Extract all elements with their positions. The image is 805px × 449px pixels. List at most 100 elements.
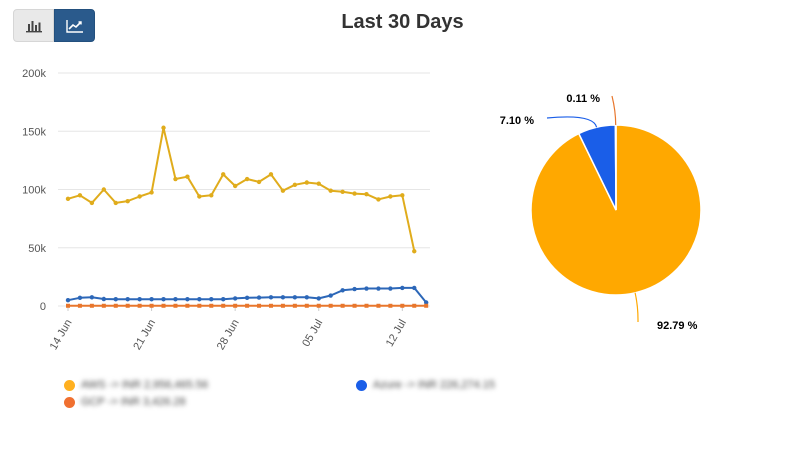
- data-point: [316, 181, 321, 186]
- data-point: [268, 172, 274, 177]
- line-chart-button[interactable]: [54, 9, 95, 42]
- data-point: [197, 194, 202, 199]
- series-line: [67, 286, 427, 304]
- data-point: [149, 303, 154, 308]
- y-tick-label: 50k: [28, 243, 46, 255]
- legend-item-azure[interactable]: Azure -> INR 226,274.15: [356, 379, 495, 391]
- data-point: [268, 295, 274, 300]
- data-point: [101, 187, 107, 192]
- data-point: [292, 303, 297, 308]
- data-point: [280, 295, 286, 300]
- data-point: [376, 303, 381, 308]
- x-tick-label: 05 Jul: [300, 318, 325, 349]
- data-point: [340, 303, 345, 308]
- data-point: [328, 293, 333, 298]
- pie-data-label: 92.79 %: [657, 320, 698, 332]
- data-point: [400, 285, 405, 291]
- data-point: [173, 303, 178, 308]
- data-point: [89, 200, 95, 206]
- data-point: [77, 295, 83, 301]
- legend-item-gcp[interactable]: GCP -> INR 3,426.28: [64, 396, 186, 408]
- data-point: [280, 188, 286, 193]
- data-point: [137, 297, 142, 302]
- data-point: [412, 285, 417, 291]
- data-point: [137, 194, 142, 199]
- data-point: [245, 303, 250, 308]
- pie-connector: [611, 95, 617, 126]
- data-point: [256, 179, 262, 185]
- data-point: [424, 300, 429, 305]
- data-point: [185, 303, 190, 308]
- data-point: [209, 193, 214, 198]
- data-point: [137, 303, 142, 308]
- data-point: [364, 191, 369, 197]
- data-point: [352, 286, 357, 292]
- data-point: [209, 297, 214, 302]
- data-point: [89, 303, 94, 308]
- legend-label: GCP -> INR 3,426.28: [81, 396, 186, 408]
- data-point: [101, 303, 106, 308]
- data-point: [65, 297, 71, 303]
- data-point: [376, 286, 381, 291]
- data-point: [292, 295, 298, 300]
- data-point: [161, 125, 166, 130]
- data-point: [268, 303, 273, 308]
- data-point: [77, 303, 82, 308]
- line-chart: 0 50k 100k 150k 200k 14 Jun 21 Jun 28 Jun 05 Jul…: [22, 68, 430, 352]
- data-point: [257, 303, 262, 308]
- y-tick-label: 0: [40, 301, 46, 313]
- pie-data-label: 7.10 %: [500, 115, 534, 127]
- data-point: [364, 303, 369, 308]
- chart-title: Last 30 Days: [341, 11, 464, 33]
- pie-connector: [546, 116, 598, 128]
- data-point: [113, 297, 118, 302]
- legend-dot: [356, 379, 367, 391]
- data-point: [388, 194, 393, 199]
- data-point: [400, 193, 405, 198]
- legend-item-aws[interactable]: AWS -> INR 2,956,465.56: [64, 379, 208, 391]
- data-point: [66, 303, 70, 308]
- bar-chart-icon: [25, 20, 42, 32]
- data-point: [244, 295, 250, 301]
- legend-dot: [64, 396, 75, 408]
- data-point: [161, 303, 166, 308]
- data-point: [173, 297, 178, 302]
- bar-chart-button[interactable]: [13, 9, 54, 42]
- data-point: [209, 303, 214, 308]
- data-point: [352, 303, 357, 308]
- data-point: [101, 296, 107, 302]
- data-point: [125, 303, 130, 308]
- data-point: [292, 182, 298, 188]
- pie-chart: 92.79 % 7.10 % 0.11 %: [500, 93, 702, 332]
- legend-dot: [64, 379, 75, 391]
- data-point: [232, 296, 238, 301]
- data-point: [232, 183, 238, 189]
- data-point: [388, 286, 393, 291]
- data-point: [161, 297, 166, 302]
- data-point: [364, 286, 369, 291]
- x-tick-label: 21 Jun: [131, 318, 158, 353]
- data-point: [280, 303, 285, 308]
- data-point: [173, 176, 178, 182]
- data-point: [149, 297, 154, 302]
- x-tick-label: 14 Jun: [48, 318, 75, 353]
- data-point: [412, 303, 417, 308]
- data-point: [424, 303, 429, 308]
- data-point: [125, 198, 130, 204]
- chart-type-toggle: [13, 9, 95, 42]
- legend-label: Azure -> INR 226,274.15: [373, 379, 495, 391]
- data-point: [328, 188, 333, 193]
- data-point: [304, 303, 309, 308]
- data-point: [304, 180, 309, 185]
- data-point: [89, 295, 95, 300]
- pie-connector: [634, 292, 639, 323]
- data-point: [113, 200, 118, 206]
- y-tick-label: 200k: [22, 68, 46, 80]
- legend-label: AWS -> INR 2,956,465.56: [81, 379, 209, 391]
- y-tick-label: 100k: [22, 185, 46, 197]
- data-point: [316, 296, 321, 301]
- data-point: [65, 196, 71, 202]
- data-point: [340, 189, 345, 195]
- data-point: [388, 303, 393, 308]
